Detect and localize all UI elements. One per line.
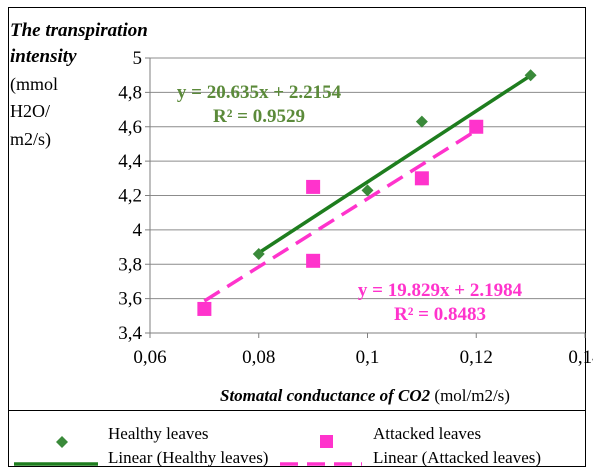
healthy-trendline-r-squared: R² = 0.9529 xyxy=(213,106,305,127)
y-tick-label: 4,6 xyxy=(118,117,142,138)
x-tick-label: 0,06 xyxy=(133,347,166,368)
legend-symbol-attacked xyxy=(320,435,333,448)
x-axis-title: Stomatal conductance of CO2 (mol/m2/s) xyxy=(220,386,510,406)
attacked-leaves-point xyxy=(306,253,321,268)
healthy-leaves-point xyxy=(524,69,537,82)
healthy-leaves-point xyxy=(361,184,374,197)
x-tick-label: 0,14 xyxy=(568,347,593,368)
healthy-trendline-equation: y = 20.635x + 2.2154 xyxy=(177,82,342,103)
trendline-healthy-leaves xyxy=(257,74,532,255)
y-tick-label: 4,8 xyxy=(118,82,142,103)
y-tick-label: 3,6 xyxy=(118,289,142,310)
legend-item-attacked: Attacked leaves xyxy=(373,424,481,444)
legend: Healthy leaves Attacked leaves Linear (H… xyxy=(8,410,586,467)
legend-item-healthy: Healthy leaves xyxy=(108,424,209,444)
y-axis-title-line-2: intensity xyxy=(10,46,77,67)
legend-label-healthy: Healthy leaves xyxy=(108,424,209,443)
y-axis-unit-line-3: m2/s) xyxy=(10,129,52,149)
y-tick-label: 3,8 xyxy=(118,254,142,275)
y-tick-label: 5 xyxy=(133,48,143,69)
legend-label-attacked: Attacked leaves xyxy=(373,424,482,443)
legend-label-healthy-linear: Linear (Healthy leaves) xyxy=(108,448,269,467)
attacked-leaves-point xyxy=(414,171,429,186)
attacked-leaves-point xyxy=(306,179,321,194)
y-axis-unit-line-1: (mmol xyxy=(10,74,58,94)
legend-symbol-healthy xyxy=(56,436,68,448)
legend-label-attacked-linear: Linear (Attacked leaves) xyxy=(373,448,542,467)
y-tick-label: 3,4 xyxy=(118,323,142,344)
attacked-trendline-r-squared: R² = 0.8483 xyxy=(394,304,486,325)
healthy-leaves-point xyxy=(252,247,265,260)
legend-item-attacked-linear: Linear (Attacked leaves) xyxy=(373,448,541,468)
legend-item-healthy-linear: Linear (Healthy leaves) xyxy=(108,448,268,468)
y-axis-unit-line-2: H2O/ xyxy=(10,101,50,121)
attacked-leaves-point xyxy=(197,301,212,316)
x-tick-label: 0,1 xyxy=(356,347,380,368)
trendline-attacked-leaves xyxy=(203,129,478,303)
y-tick-label: 4,4 xyxy=(118,151,142,172)
attacked-leaves-point xyxy=(469,119,484,134)
chart-frame xyxy=(8,7,586,467)
x-tick-label: 0,08 xyxy=(242,347,275,368)
y-tick-label: 4,2 xyxy=(118,186,142,207)
healthy-leaves-point xyxy=(415,115,428,128)
x-axis-title-text: Stomatal conductance of CO2 xyxy=(220,386,431,405)
x-tick-label: 0,12 xyxy=(460,347,493,368)
x-axis-unit: (mol/m2/s) xyxy=(434,386,510,405)
attacked-trendline-equation: y = 19.829x + 2.1984 xyxy=(358,280,523,301)
y-tick-label: 4 xyxy=(133,220,143,241)
y-axis-title-line-1: The transpiration xyxy=(10,20,148,41)
